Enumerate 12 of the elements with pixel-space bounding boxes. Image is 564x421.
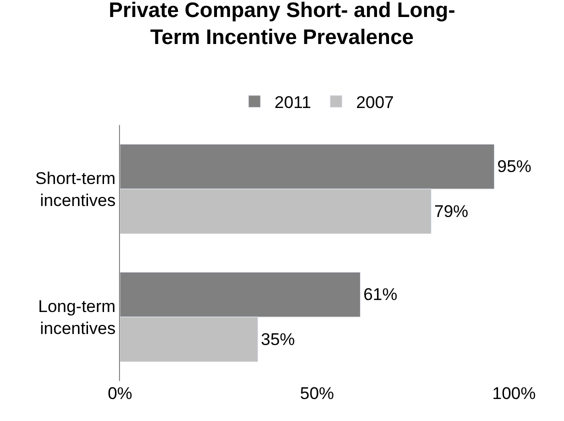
legend-label: 2007 xyxy=(356,93,394,112)
legend-label: 2011 xyxy=(274,93,312,112)
data-label: 95% xyxy=(497,157,532,176)
y-tick-label: Long-term incentives xyxy=(38,296,116,338)
x-tick-label: 50% xyxy=(300,384,334,403)
chart-title: Private Company Short- and Long-Term Incentive Prevalence xyxy=(108,0,456,50)
data-label: 35% xyxy=(260,330,295,349)
x-tick-label: 0% xyxy=(108,384,132,403)
y-tick-label: Short-term incentives xyxy=(35,168,116,210)
data-label: 79% xyxy=(434,202,468,221)
x-tick-label: 100% xyxy=(492,384,536,403)
data-label: 61% xyxy=(363,285,398,304)
